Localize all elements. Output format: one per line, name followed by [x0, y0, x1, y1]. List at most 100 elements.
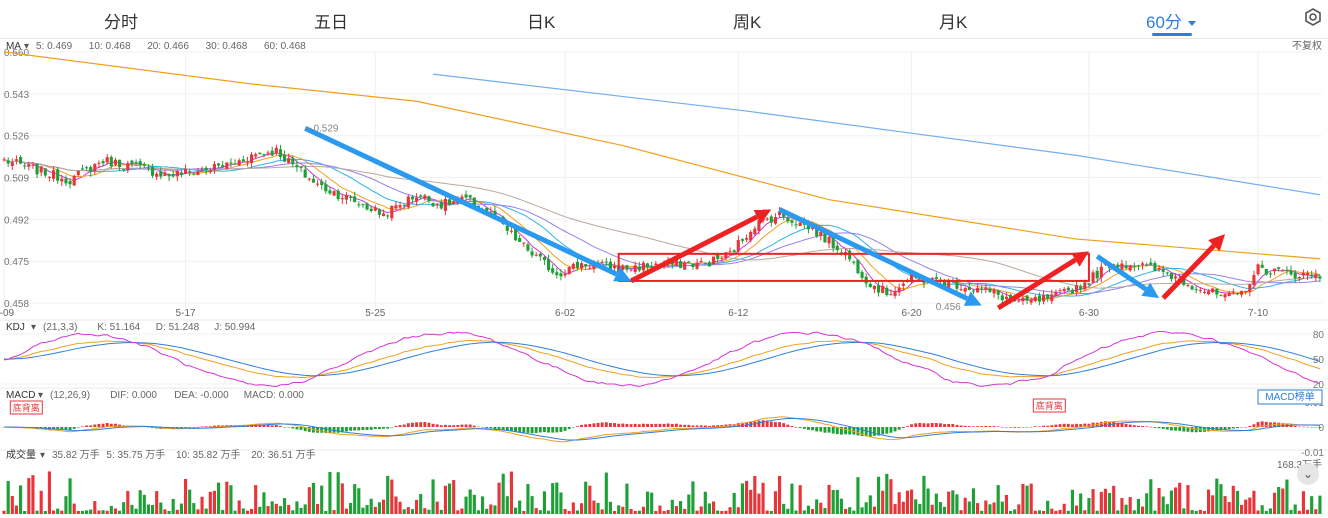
macd-bar — [1219, 427, 1223, 431]
macd-bar — [901, 427, 905, 428]
settings-icon[interactable] — [1304, 8, 1322, 26]
macd-bar — [85, 425, 89, 427]
macd-bar — [262, 424, 266, 427]
volume-bar — [1256, 510, 1260, 514]
macd-bar — [373, 427, 377, 430]
macd-bar — [831, 427, 835, 434]
macd-bar — [1083, 423, 1087, 427]
tab-60min[interactable]: 60分 — [1146, 8, 1196, 33]
volume-bar — [584, 481, 588, 514]
candle-body — [518, 238, 522, 242]
volume-bar — [757, 493, 761, 514]
chevron-down-icon: ▾ — [38, 390, 43, 401]
volume-bar — [476, 510, 481, 514]
macd-bar — [823, 427, 827, 433]
macd-bar — [324, 427, 328, 434]
volume-bar — [683, 508, 687, 514]
candle-body — [1066, 287, 1070, 291]
volume-bar — [1215, 478, 1219, 514]
candle-body — [64, 178, 68, 184]
candle-body — [130, 160, 134, 164]
macd-bar — [382, 427, 386, 429]
kline-chart[interactable]: 5-095-175-256-026-126-206-307-100.5600.5… — [0, 38, 1328, 518]
candle-body — [1083, 282, 1087, 290]
volume-bar — [1062, 503, 1066, 514]
candle-body — [183, 168, 188, 174]
candle-body — [571, 263, 575, 269]
macd-bar — [303, 427, 307, 432]
macd-bar — [670, 423, 674, 427]
candle-body — [1157, 267, 1161, 270]
macd-bar — [844, 427, 848, 435]
ma10-line — [3, 154, 1321, 300]
macd-bar — [1252, 424, 1256, 427]
macd-bar — [691, 425, 695, 427]
macd-bar — [641, 423, 645, 427]
volume-bar — [410, 509, 415, 514]
candle-body — [249, 154, 254, 164]
macd-bar — [679, 424, 683, 427]
candle-body — [641, 262, 646, 271]
candle-body — [790, 220, 794, 223]
candle-body — [101, 161, 105, 164]
macd-bar — [761, 420, 765, 427]
macd-bar — [68, 427, 72, 430]
macd-bar — [815, 427, 819, 432]
macd-bar — [778, 422, 782, 427]
volume-bar — [662, 510, 666, 514]
tab-monthly-k[interactable]: 月K — [939, 13, 968, 32]
volume-bar — [258, 506, 262, 514]
candle-body — [1264, 268, 1268, 275]
volume-bar — [1235, 490, 1240, 514]
volume-bar — [629, 508, 633, 514]
candle-body — [188, 171, 192, 173]
macd-bar — [481, 427, 485, 428]
volume-bar — [109, 505, 113, 514]
macd-bar — [64, 427, 68, 430]
tab-timeshare[interactable]: 分时 — [104, 13, 138, 32]
macd-bar — [658, 423, 662, 427]
candle-body — [612, 265, 617, 269]
candle-body — [344, 195, 349, 200]
volume-bar — [687, 494, 691, 514]
candle-body — [625, 265, 629, 270]
macd-bar — [1161, 427, 1165, 429]
candle-body — [794, 224, 798, 226]
volume-bar — [278, 506, 283, 514]
tab-weekly-k[interactable]: 周K — [733, 13, 762, 32]
macd-bar — [996, 426, 1000, 428]
volume-bar — [658, 505, 662, 514]
volume-bar — [460, 508, 464, 514]
macd-bar — [988, 426, 992, 427]
macd-bar — [493, 427, 497, 430]
candle-body — [893, 291, 897, 296]
macd-bar — [608, 422, 612, 427]
volume-bar — [47, 471, 52, 514]
volume-bar — [1293, 504, 1297, 514]
trend-arrow-head — [613, 266, 632, 282]
tab-daily-k[interactable]: 日K — [527, 13, 556, 32]
volume-bar — [1091, 489, 1095, 514]
candle-body — [1231, 291, 1235, 293]
macd-bar — [1116, 422, 1120, 427]
volume-bar — [971, 488, 976, 514]
volume-bar — [1079, 493, 1083, 514]
volume-bar — [452, 480, 456, 514]
tab-five-day[interactable]: 五日 — [314, 13, 348, 32]
volume-bar — [196, 509, 200, 514]
macd-bar — [349, 427, 353, 431]
ma-legend-value: 60: 0.468 — [264, 41, 306, 52]
macd-bar — [1244, 427, 1248, 428]
candle-body — [674, 258, 679, 266]
trend-arrow-shaft — [1161, 243, 1216, 300]
volume-bar — [1194, 510, 1198, 514]
volume-bar — [876, 476, 881, 514]
candle-body — [798, 222, 802, 227]
candle-body — [744, 238, 749, 240]
volume-bar — [1165, 504, 1169, 514]
volume-bar — [608, 501, 613, 514]
chevron-down-icon[interactable] — [1187, 21, 1196, 27]
macd-bar — [687, 424, 691, 427]
candle-body — [947, 280, 951, 289]
candle-body — [604, 261, 608, 263]
